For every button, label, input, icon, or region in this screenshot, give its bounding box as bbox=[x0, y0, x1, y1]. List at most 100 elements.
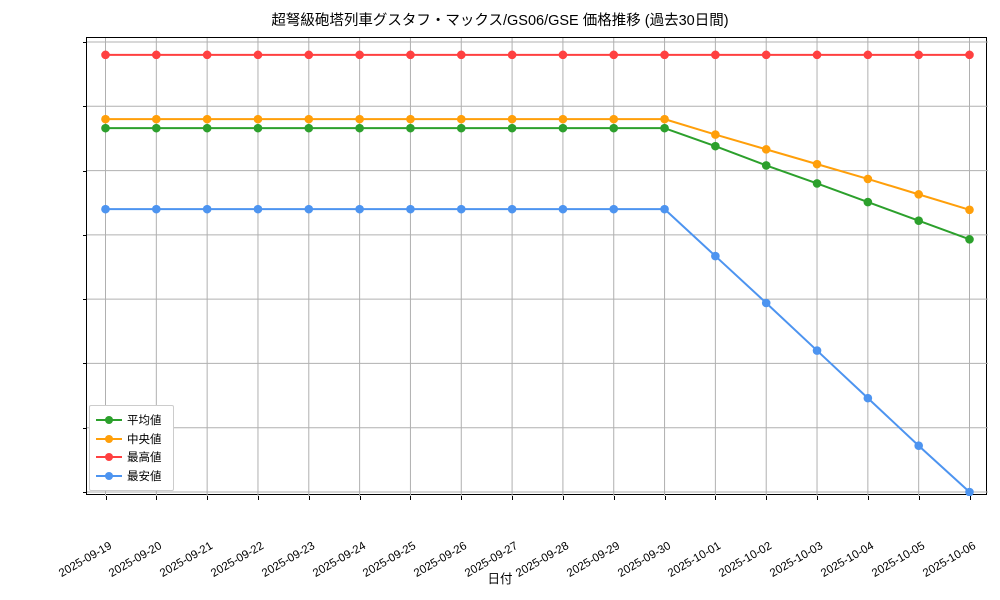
data-point bbox=[202, 204, 212, 214]
data-point bbox=[711, 251, 720, 261]
data-point bbox=[558, 123, 568, 133]
data-point bbox=[914, 50, 923, 60]
data-point bbox=[456, 204, 466, 214]
y-tick-mark bbox=[83, 299, 87, 301]
data-point bbox=[965, 235, 974, 244]
data-point bbox=[202, 114, 212, 124]
legend-item-1[interactable]: 中央値 bbox=[96, 430, 167, 449]
legend-label: 中央値 bbox=[127, 433, 162, 446]
data-point bbox=[609, 204, 619, 214]
x-tick-mark bbox=[359, 496, 361, 500]
data-point bbox=[914, 216, 923, 226]
data-point bbox=[761, 298, 771, 308]
data-point bbox=[253, 204, 263, 214]
x-tick-mark bbox=[512, 496, 514, 500]
data-point bbox=[101, 114, 110, 124]
data-point bbox=[812, 346, 822, 355]
data-point bbox=[711, 141, 720, 151]
data-point bbox=[914, 441, 923, 451]
data-point bbox=[507, 114, 517, 124]
x-tick-mark bbox=[308, 496, 310, 500]
y-tick-mark bbox=[83, 427, 87, 429]
legend-swatch-icon bbox=[96, 414, 122, 426]
y-axis-label: 値 (円) bbox=[0, 201, 1, 238]
data-point bbox=[965, 50, 974, 60]
x-tick-mark bbox=[257, 496, 259, 500]
data-point bbox=[304, 204, 314, 214]
series-line-1 bbox=[104, 118, 971, 211]
data-point bbox=[558, 114, 568, 124]
data-point bbox=[355, 123, 364, 133]
data-point bbox=[965, 487, 974, 496]
legend-item-2[interactable]: 最高値 bbox=[96, 448, 167, 467]
data-point bbox=[355, 204, 364, 214]
data-point bbox=[304, 114, 314, 124]
x-tick-mark bbox=[867, 496, 869, 500]
data-point bbox=[406, 114, 415, 124]
data-point bbox=[507, 123, 517, 133]
legend-label: 最安値 bbox=[127, 470, 162, 483]
legend-label: 最高値 bbox=[127, 452, 162, 465]
series-line-3 bbox=[104, 208, 971, 493]
data-point bbox=[253, 123, 263, 133]
data-point bbox=[152, 204, 161, 214]
x-tick-mark bbox=[715, 496, 717, 500]
x-axis-label: 日付 bbox=[487, 572, 513, 586]
page-title: 超弩級砲塔列車グスタフ・マックス/GS06/GSE 価格推移 (過去30日間) bbox=[271, 13, 729, 29]
x-tick-mark bbox=[156, 496, 158, 500]
legend-item-3[interactable]: 最安値 bbox=[96, 467, 167, 486]
series-layer bbox=[101, 50, 974, 496]
data-point bbox=[558, 204, 568, 214]
data-point bbox=[914, 190, 923, 199]
legend-swatch-icon bbox=[96, 470, 122, 482]
gridlines bbox=[87, 38, 988, 496]
data-point bbox=[863, 50, 873, 60]
data-point bbox=[863, 393, 873, 403]
data-point bbox=[101, 123, 110, 133]
x-tick-mark bbox=[613, 496, 615, 500]
data-point bbox=[101, 204, 110, 214]
x-tick-mark bbox=[918, 496, 920, 500]
legend-item-0[interactable]: 平均値 bbox=[96, 411, 167, 430]
data-point bbox=[507, 50, 517, 60]
data-point bbox=[406, 123, 415, 133]
x-tick-mark bbox=[105, 496, 107, 500]
data-point bbox=[558, 50, 568, 60]
plot-area: 500600700800900100011001200 2025-09-1920… bbox=[57, 37, 988, 580]
data-point bbox=[609, 114, 619, 124]
data-point bbox=[355, 114, 364, 124]
data-point bbox=[304, 50, 314, 60]
y-tick-mark bbox=[83, 170, 87, 172]
legend-label: 平均値 bbox=[127, 415, 162, 428]
series-line-0 bbox=[104, 127, 971, 241]
data-point bbox=[253, 114, 263, 124]
data-point bbox=[812, 159, 822, 169]
y-tick-mark bbox=[83, 42, 87, 43]
data-point bbox=[863, 174, 873, 184]
y-tick-mark bbox=[83, 106, 87, 108]
data-point bbox=[761, 50, 771, 60]
data-point bbox=[609, 123, 619, 133]
data-point bbox=[152, 123, 161, 133]
data-point bbox=[812, 179, 822, 188]
data-point bbox=[202, 50, 212, 60]
data-point bbox=[660, 204, 669, 214]
data-point bbox=[609, 50, 619, 60]
data-point bbox=[761, 145, 771, 154]
plot-canvas bbox=[87, 38, 988, 496]
data-point bbox=[660, 123, 669, 133]
data-point bbox=[456, 114, 466, 124]
data-point bbox=[456, 50, 466, 60]
x-tick-mark bbox=[664, 496, 666, 500]
legend-swatch-icon bbox=[96, 451, 122, 463]
data-point bbox=[101, 50, 110, 60]
data-point bbox=[761, 161, 771, 170]
data-point bbox=[711, 130, 720, 139]
data-point bbox=[406, 204, 415, 214]
data-point bbox=[304, 123, 314, 133]
y-tick-mark bbox=[83, 234, 87, 236]
data-point bbox=[152, 50, 161, 60]
x-tick-mark bbox=[207, 496, 209, 500]
data-point bbox=[202, 123, 212, 133]
legend-swatch-icon bbox=[96, 433, 122, 445]
